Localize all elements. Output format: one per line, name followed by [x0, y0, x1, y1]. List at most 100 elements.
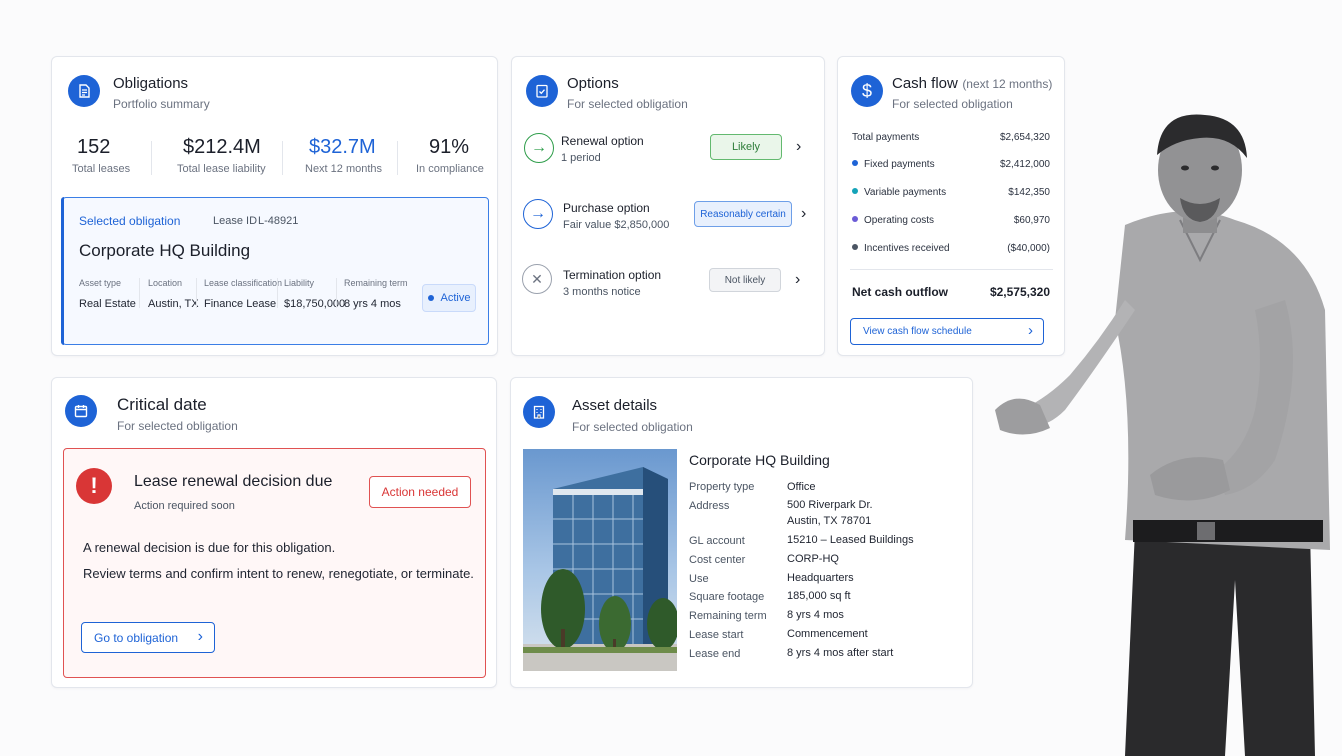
- critical-date-card: Critical date For selected obligation ! …: [51, 377, 497, 688]
- asset-field-value: 8 yrs 4 mos after start: [787, 647, 894, 659]
- asset-field-label: Remaining term: [689, 610, 767, 622]
- stat-liability-value: $212.4M: [183, 136, 261, 158]
- option-sub: 1 period: [561, 152, 601, 164]
- asset-field-label: Cost center: [689, 554, 746, 566]
- chevron-right-icon[interactable]: ›: [801, 205, 807, 222]
- field-divider: [139, 278, 140, 308]
- options-title: Options: [567, 75, 619, 92]
- stat-liability-label: Total lease liability: [177, 163, 266, 175]
- alert-body-line2: Review terms and confirm intent to renew…: [83, 566, 474, 581]
- field-value: Real Estate: [79, 298, 136, 310]
- lease-id-value: L-48921: [258, 215, 299, 227]
- cashflow-row: Operating costs $60,970: [852, 215, 1050, 226]
- obligations-subtitle: Portfolio summary: [113, 97, 210, 111]
- asset-field-value: 15210 – Leased Buildings: [787, 534, 914, 546]
- selected-obligation-name: Corporate HQ Building: [79, 241, 251, 260]
- option-likelihood-badge: Reasonably certain: [694, 201, 792, 227]
- asset-field-label: Address: [689, 500, 730, 512]
- field-divider: [277, 278, 278, 308]
- field-divider: [336, 278, 337, 308]
- critical-alert-panel: ! Lease renewal decision due Action requ…: [63, 448, 486, 678]
- field-divider: [196, 278, 197, 308]
- field-label: Location: [148, 278, 183, 288]
- arrow-right-icon: →: [523, 199, 553, 229]
- asset-field-value: Commencement: [787, 628, 868, 640]
- stat-total-leases-value: 152: [77, 136, 111, 158]
- document-icon: [68, 75, 100, 107]
- arrow-right-icon: →: [524, 133, 554, 163]
- asset-field-label: Lease end: [689, 648, 741, 660]
- field-label: Remaining term: [344, 278, 408, 288]
- cashflow-row: Variable payments $142,350: [852, 187, 1050, 198]
- cashflow-row-label: Variable payments: [864, 187, 947, 198]
- option-sub: 3 months notice: [563, 286, 641, 298]
- presenter-photo: [985, 110, 1342, 756]
- cashflow-row-value: $142,350: [1008, 187, 1050, 198]
- action-needed-badge: Action needed: [369, 476, 471, 508]
- variable-dot-icon: [852, 188, 858, 194]
- cashflow-net-value: $2,575,320: [989, 285, 1050, 299]
- checklist-icon: [526, 75, 558, 107]
- option-likelihood-badge: Not likely: [709, 268, 781, 292]
- asset-details-card: Asset details For selected obligation Co…: [510, 377, 973, 688]
- alert-body-line1: A renewal decision is due for this oblig…: [83, 540, 336, 555]
- alert-subtitle: Action required soon: [134, 500, 235, 512]
- cashflow-total-label: Total payments: [852, 132, 920, 143]
- cashflow-card: $ Cash flow (next 12 months) For selecte…: [837, 56, 1065, 356]
- cashflow-row-value: $2,412,000: [999, 159, 1050, 170]
- cashflow-row: Fixed payments $2,412,000: [852, 159, 1050, 170]
- critical-date-subtitle: For selected obligation: [117, 419, 238, 433]
- chevron-right-icon: ›: [1028, 322, 1033, 339]
- field-value: Finance Lease: [204, 298, 277, 310]
- field-value: $18,750,000: [284, 298, 346, 310]
- field-label: Lease classification: [204, 278, 283, 288]
- stat-divider: [282, 141, 283, 175]
- stat-compliance-value: 91%: [429, 136, 470, 158]
- status-dot-icon: [427, 295, 434, 301]
- cashflow-total-row: Total payments $2,654,320: [852, 132, 1050, 143]
- calendar-icon: [65, 395, 97, 427]
- cashflow-row-label: Operating costs: [864, 215, 935, 226]
- asset-field-value: CORP-HQ: [787, 553, 839, 565]
- cashflow-row-label: Incentives received: [864, 243, 950, 254]
- chevron-right-icon[interactable]: ›: [796, 138, 802, 155]
- selected-obligation-panel[interactable]: Selected obligation Lease ID L-48921 Cor…: [61, 197, 489, 345]
- cashflow-row-value: ($40,000): [1007, 243, 1050, 254]
- stat-next12-value: $32.7M: [309, 136, 376, 158]
- building-photo: [523, 449, 677, 671]
- stat-divider: [397, 141, 398, 175]
- go-to-obligation-label: Go to obligation: [94, 630, 179, 645]
- asset-name: Corporate HQ Building: [689, 452, 830, 468]
- cashflow-title: Cash flow: [892, 75, 958, 92]
- option-sub: Fair value $2,850,000: [563, 219, 670, 231]
- view-cashflow-schedule-button[interactable]: View cash flow schedule ›: [850, 318, 1044, 345]
- alert-icon: !: [76, 468, 112, 504]
- cashflow-net-label: Net cash outflow: [852, 285, 949, 299]
- asset-details-subtitle: For selected obligation: [572, 420, 693, 434]
- asset-field-label: Lease start: [689, 629, 744, 641]
- stat-total-leases-label: Total leases: [72, 163, 131, 175]
- chevron-right-icon[interactable]: ›: [795, 271, 801, 288]
- option-likelihood-badge: Likely: [710, 134, 782, 160]
- go-to-obligation-button[interactable]: Go to obligation ›: [81, 622, 215, 653]
- cashflow-divider: [850, 269, 1053, 270]
- cashflow-subtitle: For selected obligation: [892, 97, 1013, 111]
- asset-field-label: Square footage: [689, 591, 765, 603]
- lease-id-label: Lease ID: [213, 215, 258, 227]
- asset-field-value: Austin, TX 78701: [787, 515, 872, 527]
- cashflow-row-value: $60,970: [1013, 215, 1050, 226]
- stat-divider: [151, 141, 152, 175]
- close-icon: ✕: [522, 264, 552, 294]
- options-subtitle: For selected obligation: [567, 97, 688, 111]
- field-label: Liability: [284, 278, 315, 288]
- option-title: Termination option: [563, 268, 662, 282]
- incentives-dot-icon: [852, 244, 858, 250]
- asset-field-value: 500 Riverpark Dr.: [787, 499, 873, 511]
- field-value: Austin, TX: [148, 298, 199, 310]
- obligations-card: Obligations Portfolio summary 152 Total …: [51, 56, 498, 356]
- options-card: Options For selected obligation → Renewa…: [511, 56, 825, 356]
- dollar-icon: $: [851, 75, 883, 107]
- chevron-right-icon: ›: [197, 628, 203, 645]
- asset-field-label: Property type: [689, 481, 755, 493]
- option-title: Renewal option: [561, 134, 644, 148]
